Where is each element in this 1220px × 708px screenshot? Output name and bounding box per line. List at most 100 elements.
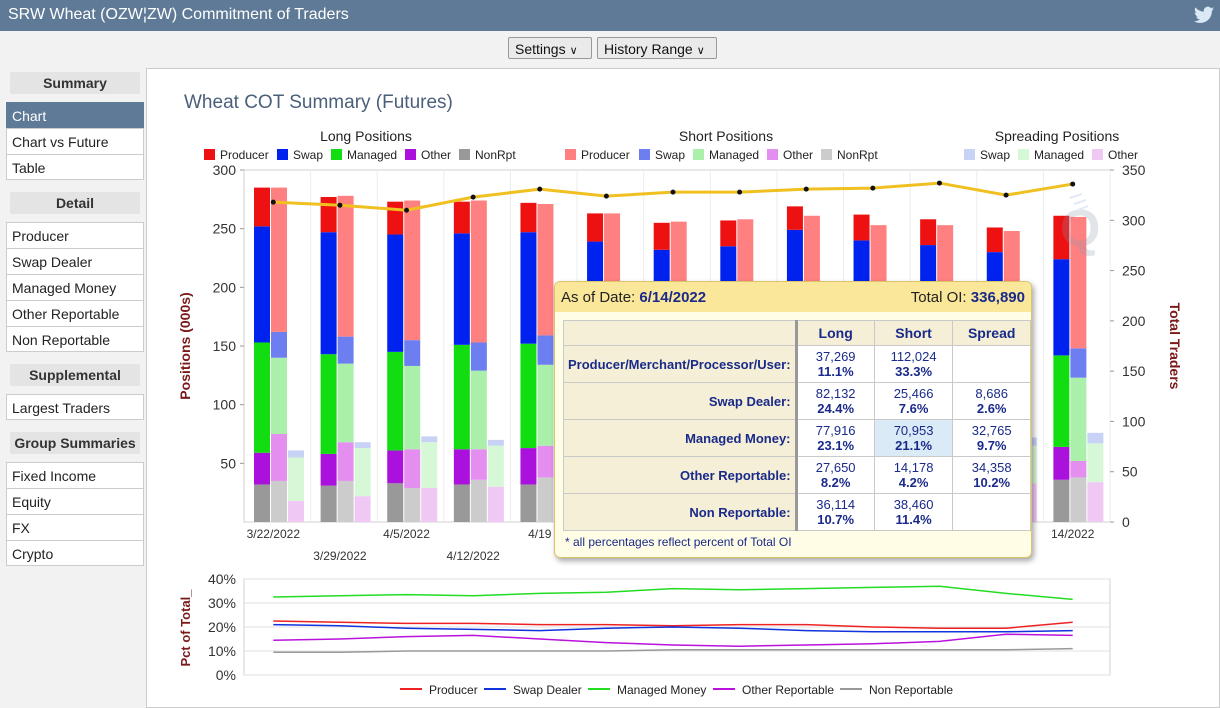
- sidebar-item-managed-money[interactable]: Managed Money: [6, 274, 144, 300]
- total-traders-point[interactable]: [1070, 181, 1076, 187]
- total-traders-point[interactable]: [603, 193, 609, 199]
- spread-bar-managed[interactable]: [421, 442, 438, 488]
- short-bar-producer[interactable]: [1070, 216, 1087, 349]
- short-bar-nonrpt[interactable]: [1070, 477, 1087, 522]
- sidebar-item-chart[interactable]: Chart: [6, 102, 144, 128]
- spread-bar-other[interactable]: [421, 487, 438, 522]
- long-bar-nonrpt[interactable]: [254, 484, 270, 522]
- spread-bar-other[interactable]: [354, 496, 371, 522]
- short-bar-swap[interactable]: [404, 340, 421, 366]
- short-bar-other[interactable]: [271, 434, 287, 481]
- long-bar-managed[interactable]: [520, 343, 537, 449]
- spread-bar-managed[interactable]: [354, 448, 371, 497]
- long-bar-producer[interactable]: [653, 222, 670, 250]
- long-bar-managed[interactable]: [1053, 355, 1070, 447]
- long-bar-nonrpt[interactable]: [453, 484, 470, 522]
- total-traders-point[interactable]: [404, 207, 410, 213]
- total-traders-point[interactable]: [936, 180, 942, 186]
- short-bar-other[interactable]: [337, 442, 354, 481]
- total-traders-point[interactable]: [537, 186, 543, 192]
- long-bar-managed[interactable]: [453, 344, 470, 450]
- short-bar-swap[interactable]: [337, 336, 354, 364]
- spread-bar-other[interactable]: [288, 500, 304, 522]
- short-bar-nonrpt[interactable]: [470, 479, 487, 522]
- short-bar-managed[interactable]: [1070, 377, 1087, 461]
- long-bar-producer[interactable]: [387, 201, 404, 235]
- long-bar-other[interactable]: [387, 450, 404, 484]
- short-bar-managed[interactable]: [470, 370, 487, 450]
- sidebar-item-swap-dealer[interactable]: Swap Dealer: [6, 248, 144, 274]
- long-bar-swap[interactable]: [520, 232, 537, 344]
- long-bar-managed[interactable]: [387, 351, 404, 451]
- short-bar-swap[interactable]: [470, 342, 487, 371]
- long-bar-producer[interactable]: [986, 227, 1003, 253]
- long-bar-producer[interactable]: [786, 206, 803, 230]
- long-bar-nonrpt[interactable]: [320, 485, 337, 522]
- short-bar-swap[interactable]: [1070, 348, 1087, 378]
- short-bar-producer[interactable]: [404, 200, 421, 341]
- sidebar-item-non-reportable[interactable]: Non Reportable: [6, 326, 144, 352]
- spread-bar-managed[interactable]: [487, 445, 504, 487]
- total-traders-point[interactable]: [737, 189, 743, 195]
- total-traders-point[interactable]: [270, 199, 276, 205]
- sidebar-item-chart-vs-future[interactable]: Chart vs Future: [6, 128, 144, 154]
- short-bar-swap[interactable]: [271, 331, 287, 358]
- short-bar-nonrpt[interactable]: [404, 487, 421, 522]
- spread-bar-other[interactable]: [1087, 482, 1104, 522]
- long-bar-other[interactable]: [320, 453, 337, 486]
- short-bar-managed[interactable]: [537, 364, 554, 446]
- sidebar-item-producer[interactable]: Producer: [6, 222, 144, 248]
- spread-bar-swap[interactable]: [354, 442, 371, 449]
- sidebar-item-crypto[interactable]: Crypto: [6, 540, 144, 566]
- sidebar-item-equity[interactable]: Equity: [6, 488, 144, 514]
- total-traders-point[interactable]: [870, 185, 876, 191]
- long-bar-producer[interactable]: [520, 202, 537, 233]
- long-bar-producer[interactable]: [453, 201, 470, 234]
- settings-dropdown[interactable]: Settings ∨: [508, 37, 592, 59]
- spread-bar-managed[interactable]: [1087, 443, 1104, 483]
- short-bar-managed[interactable]: [271, 357, 287, 434]
- long-bar-other[interactable]: [1053, 446, 1070, 480]
- total-traders-point[interactable]: [337, 202, 343, 208]
- total-traders-point[interactable]: [470, 194, 476, 200]
- short-bar-producer[interactable]: [470, 200, 487, 343]
- total-traders-point[interactable]: [803, 186, 809, 192]
- long-bar-managed[interactable]: [320, 354, 337, 454]
- long-bar-producer[interactable]: [853, 214, 870, 241]
- spread-bar-swap[interactable]: [487, 439, 504, 446]
- total-traders-point[interactable]: [670, 189, 676, 195]
- short-bar-other[interactable]: [537, 445, 554, 478]
- long-bar-swap[interactable]: [254, 226, 270, 343]
- short-bar-nonrpt[interactable]: [337, 480, 354, 522]
- long-bar-producer[interactable]: [320, 196, 337, 233]
- long-bar-nonrpt[interactable]: [387, 483, 404, 522]
- long-bar-managed[interactable]: [254, 342, 270, 453]
- short-bar-swap[interactable]: [537, 335, 554, 365]
- short-bar-producer[interactable]: [337, 195, 354, 337]
- twitter-icon[interactable]: [1194, 6, 1214, 29]
- long-bar-producer[interactable]: [720, 220, 737, 247]
- long-bar-other[interactable]: [520, 448, 537, 485]
- long-bar-producer[interactable]: [920, 219, 937, 246]
- long-bar-nonrpt[interactable]: [520, 484, 537, 522]
- sidebar-item-fixed-income[interactable]: Fixed Income: [6, 462, 144, 488]
- spread-bar-other[interactable]: [487, 486, 504, 522]
- total-traders-point[interactable]: [1003, 192, 1009, 198]
- short-bar-managed[interactable]: [404, 365, 421, 450]
- short-bar-producer[interactable]: [271, 187, 287, 332]
- spread-bar-swap[interactable]: [288, 450, 304, 458]
- spread-bar-swap[interactable]: [1087, 432, 1104, 444]
- long-bar-swap[interactable]: [320, 232, 337, 355]
- long-bar-nonrpt[interactable]: [1053, 479, 1070, 522]
- spread-bar-swap[interactable]: [421, 436, 438, 443]
- long-bar-producer[interactable]: [587, 213, 604, 242]
- spread-bar-managed[interactable]: [288, 457, 304, 501]
- sidebar-item-table[interactable]: Table: [6, 154, 144, 180]
- sidebar-item-fx[interactable]: FX: [6, 514, 144, 540]
- short-bar-other[interactable]: [1070, 460, 1087, 478]
- short-bar-nonrpt[interactable]: [537, 477, 554, 522]
- long-bar-swap[interactable]: [1053, 259, 1070, 356]
- long-bar-producer[interactable]: [1053, 215, 1070, 260]
- short-bar-managed[interactable]: [337, 363, 354, 443]
- short-bar-other[interactable]: [470, 449, 487, 480]
